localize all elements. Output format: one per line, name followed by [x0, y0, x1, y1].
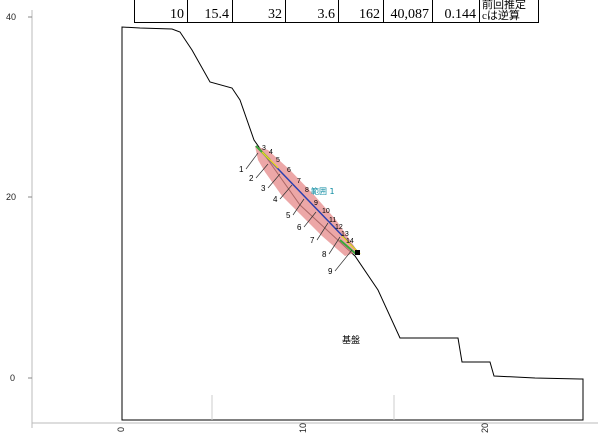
table-note-cell: 前回推定 cは逆算 [479, 0, 539, 23]
slice-number-label: 8 [322, 250, 327, 259]
table-cell: 32 [232, 0, 286, 23]
slice-leader-line [292, 198, 305, 216]
slice-leader-line [334, 249, 353, 272]
slice-leader-line [279, 184, 293, 200]
parameter-table: 10 15.4 32 3.6 162 40,087 0.144 前回推定 cは逆… [134, 0, 539, 23]
x-tick-label: 20 [480, 423, 490, 433]
slip-yellow-segment [261, 151, 279, 169]
slice-number-label: 5 [276, 157, 280, 164]
slip-end-marker [355, 250, 360, 255]
table-cell: 15.4 [187, 0, 233, 23]
slice-leader-line [303, 211, 317, 228]
slip-green-segment [339, 239, 357, 255]
table-cell: 40,087 [383, 0, 433, 23]
slice-leader-line [267, 173, 281, 189]
table-cell: 0.144 [432, 0, 480, 23]
slice-number-label: 4 [269, 149, 273, 156]
foundation-label: 基盤 [342, 334, 360, 346]
slice-leader-line [245, 152, 259, 170]
slice-number-label: 1 [239, 165, 244, 174]
ground-profile [121, 26, 584, 421]
table-cell: 162 [338, 0, 384, 23]
slice-number-label: 6 [297, 223, 302, 232]
slice-leader-line [255, 163, 269, 179]
table-note-line-1: 前回推定 [482, 0, 526, 11]
table-row: 10 15.4 32 3.6 162 40,087 0.144 前回推定 cは逆… [134, 0, 539, 23]
slice-number-label: 14 [346, 238, 354, 245]
slip-zone [255, 146, 358, 256]
x-tick-label: 0 [116, 427, 126, 432]
slice-leader-line [316, 222, 329, 241]
slice-number-label: 2 [249, 174, 254, 183]
slice-number-label: 3 [261, 184, 266, 193]
y-tick-label: 40 [6, 12, 16, 22]
slice-number-label: 4 [273, 195, 278, 204]
slice-number-label: 5 [286, 211, 291, 220]
slice-number-label: 9 [314, 200, 318, 207]
y-tick-label: 20 [6, 192, 16, 202]
slice-number-label: 13 [341, 231, 349, 238]
table-cell: 10 [134, 0, 188, 23]
slice-number-label: 11 [329, 217, 336, 224]
table-note-line-2: cは逆算 [482, 10, 520, 22]
slice-number-label: 3 [262, 145, 266, 152]
range-label: 範囲 1 [311, 186, 335, 196]
slice-number-label: 7 [310, 236, 315, 245]
slice-number-label: 12 [335, 224, 343, 231]
y-tick-label: 0 [10, 373, 15, 383]
slice-number-label: 8 [305, 187, 309, 194]
slice-number-label: 9 [328, 267, 333, 276]
slice-number-label: 10 [322, 208, 330, 215]
slice-leader-line [328, 236, 341, 255]
x-tick-label: 10 [298, 423, 308, 433]
slice-number-label: 7 [297, 178, 301, 185]
slice-number-label: 6 [287, 167, 291, 174]
